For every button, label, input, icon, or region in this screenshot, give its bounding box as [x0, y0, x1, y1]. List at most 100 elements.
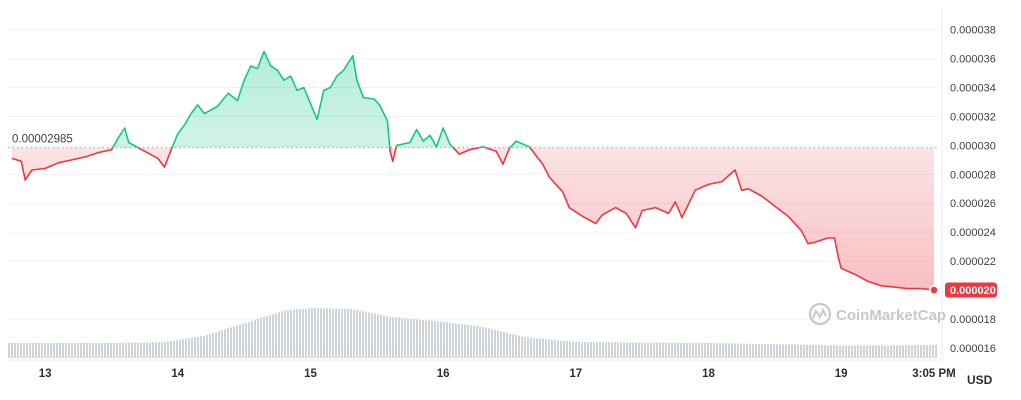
volume-bar	[533, 337, 535, 358]
volume-bar	[602, 342, 604, 358]
volume-bar	[512, 334, 514, 358]
volume-bar	[230, 327, 232, 358]
coinmarketcap-watermark: CoinMarketCap	[808, 302, 946, 326]
volume-bar	[671, 342, 673, 358]
volume-bar	[683, 342, 685, 358]
volume-bar	[743, 343, 745, 358]
volume-bar	[173, 340, 175, 358]
volume-bar	[707, 342, 709, 358]
volume-bar	[929, 345, 931, 358]
volume-bar	[572, 341, 574, 358]
volume-bar	[551, 339, 553, 358]
volume-bar	[590, 342, 592, 358]
volume-bar	[803, 344, 805, 358]
volume-bar	[617, 342, 619, 358]
volume-bar	[341, 308, 343, 358]
volume-bar	[233, 326, 235, 358]
volume-bar	[107, 343, 109, 358]
x-tick-label: 13	[39, 368, 52, 380]
volume-bar	[167, 341, 169, 358]
volume-bar	[473, 325, 475, 358]
volume-bar	[692, 342, 694, 358]
volume-bar	[278, 312, 280, 358]
volume-bar	[719, 343, 721, 358]
coinmarketcap-logo-icon	[808, 302, 832, 326]
volume-bar	[293, 309, 295, 358]
volume-bar	[611, 342, 613, 358]
volume-bar	[875, 345, 877, 358]
volume-bar	[536, 338, 538, 358]
volume-bar	[11, 343, 13, 358]
volume-bar	[380, 314, 382, 358]
volume-bar	[668, 342, 670, 358]
x-tick-label: 3:05 PM	[912, 368, 955, 380]
volume-bar	[371, 313, 373, 358]
volume-bar	[842, 345, 844, 358]
volume-bar	[77, 343, 79, 358]
volume-bar	[557, 340, 559, 358]
volume-bar	[422, 320, 424, 358]
volume-bar	[509, 333, 511, 358]
volume-bar	[239, 324, 241, 358]
volume-bar	[98, 343, 100, 358]
volume-bar	[620, 342, 622, 358]
volume-bar	[815, 345, 817, 358]
volume-bar	[23, 343, 25, 358]
volume-bar	[650, 342, 652, 358]
volume-bar	[137, 342, 139, 358]
volume-bar	[155, 342, 157, 358]
volume-bar	[635, 342, 637, 358]
volume-bar	[338, 308, 340, 358]
volume-bar	[407, 318, 409, 358]
y-tick-label: 0.000028	[950, 169, 996, 181]
volume-bar	[821, 345, 823, 358]
volume-bar	[581, 342, 583, 358]
volume-bar	[146, 342, 148, 358]
volume-bar	[44, 343, 46, 358]
volume-bar	[902, 345, 904, 358]
volume-bar	[560, 340, 562, 358]
volume-bar	[47, 343, 49, 358]
volume-bar	[851, 345, 853, 358]
volume-bar	[587, 342, 589, 358]
volume-bar	[350, 308, 352, 358]
volume-bar	[266, 316, 268, 358]
volume-bar	[56, 343, 58, 358]
volume-bar	[695, 342, 697, 358]
volume-bar	[347, 308, 349, 358]
volume-bar	[554, 339, 556, 358]
current-price-label: 0.000020	[950, 285, 996, 297]
volume-bar	[584, 342, 586, 358]
volume-bar	[848, 345, 850, 358]
area-below-reference	[12, 147, 934, 290]
x-tick-label: 16	[437, 368, 450, 380]
volume-bar	[749, 343, 751, 358]
volume-bar	[383, 315, 385, 358]
volume-bar	[680, 342, 682, 358]
volume-bar	[401, 318, 403, 358]
volume-bar	[653, 342, 655, 358]
volume-bar	[863, 345, 865, 358]
y-axis: 0.000038 0.000036 0.000034 0.000032 0.000030…	[950, 25, 996, 355]
volume-bar	[443, 321, 445, 358]
volume-bar	[662, 342, 664, 358]
volume-bar	[686, 342, 688, 358]
volume-bar	[332, 308, 334, 358]
volume-bar	[269, 315, 271, 358]
volume-bar	[248, 321, 250, 358]
volume-bar	[575, 341, 577, 358]
volume-bar	[374, 313, 376, 358]
volume-bar	[329, 308, 331, 358]
volume-bar	[614, 342, 616, 358]
volume-bar	[158, 342, 160, 358]
volume-bar	[359, 310, 361, 358]
volume-bar	[644, 342, 646, 358]
volume-bar	[779, 344, 781, 358]
volume-bar	[932, 345, 934, 358]
volume-bar	[773, 344, 775, 358]
volume-bar	[317, 308, 319, 358]
volume-bar	[8, 343, 10, 358]
volume-bar	[722, 343, 724, 358]
